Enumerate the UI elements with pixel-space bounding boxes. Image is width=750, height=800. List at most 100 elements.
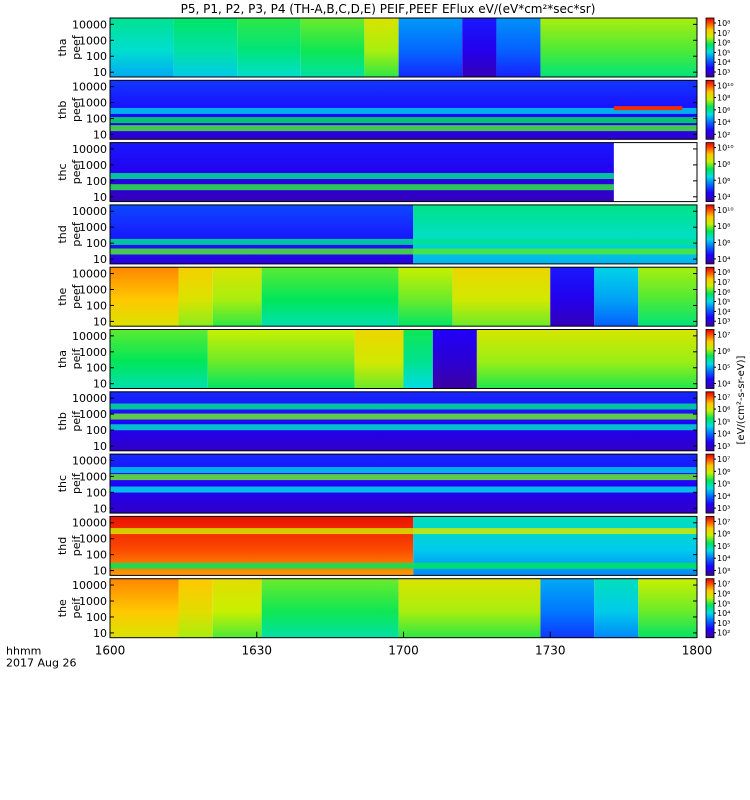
colorbar <box>705 453 715 514</box>
colorbar-tick-label: 10² <box>717 130 730 139</box>
x-tick-label: 1600 <box>95 644 126 658</box>
spectrogram-segment <box>462 18 497 77</box>
colorbar-tick-label: 10⁶ <box>717 405 730 414</box>
energy-band <box>110 486 697 493</box>
panel-frame <box>109 515 698 576</box>
colorbar-tick-label: 10⁶ <box>717 239 730 248</box>
panel-frame <box>109 266 698 327</box>
colorbar-tick-label: 10⁵ <box>717 48 730 57</box>
colorbar-tick-label: 10⁴ <box>717 430 730 439</box>
colorbar-tick-label: 10⁴ <box>717 193 730 202</box>
spectrogram-segment <box>207 329 355 389</box>
panel-product-label: peif <box>70 410 83 432</box>
energy-band <box>110 125 697 132</box>
energy-band <box>110 184 614 191</box>
spectrogram-segment <box>178 578 213 638</box>
spectrogram-segment <box>638 578 697 638</box>
y-tick-label: 100 <box>86 549 107 562</box>
spectrogram-segment <box>110 391 697 451</box>
spectrogram-segment <box>212 578 262 638</box>
y-tick-label: 10 <box>93 440 107 453</box>
colorbar-tick-label: 10¹⁰ <box>717 144 734 153</box>
panel-frame <box>109 204 698 265</box>
panel-product-label: peef <box>70 159 83 185</box>
colorbar-tick-label: 10⁸ <box>717 160 730 169</box>
panel-probe-label: thc <box>56 475 69 492</box>
colorbar <box>705 142 715 203</box>
y-tick-label: 1000 <box>79 283 107 296</box>
y-tick-label: 100 <box>86 237 107 250</box>
y-tick-label: 10 <box>93 502 107 515</box>
spectrogram-segment <box>261 267 399 327</box>
panel-frame <box>109 391 698 452</box>
colorbar-tick-label: 10⁷ <box>717 331 730 340</box>
colorbar-tick-label: 10³ <box>717 68 730 77</box>
panel-probe-label: thb <box>56 101 69 119</box>
colorbar-tick-label: 10⁶ <box>717 176 730 185</box>
energy-band <box>110 413 697 420</box>
y-tick-label: 1000 <box>79 221 107 234</box>
spectrogram-segment <box>110 267 179 327</box>
y-tick-label: 10 <box>93 315 107 328</box>
colorbar <box>705 79 715 140</box>
colorbar-tick-label: 10¹⁰ <box>717 206 734 215</box>
y-tick-label: 100 <box>86 50 107 63</box>
colorbar <box>705 391 715 452</box>
colorbar-tick-label: 10⁸ <box>717 222 730 231</box>
colorbar-tick-label: 10⁷ <box>717 517 730 526</box>
spectrogram-segment <box>212 267 262 327</box>
y-tick-label: 100 <box>86 611 107 624</box>
x-tick-label: 1700 <box>388 644 419 658</box>
colorbar-tick-label: 10⁵ <box>717 417 730 426</box>
panel-probe-label: thd <box>56 537 69 555</box>
colorbar-tick-label: 10⁸ <box>717 268 730 277</box>
panel-probe-label: the <box>56 287 69 305</box>
y-tick-label: 10000 <box>72 205 107 218</box>
panel-frame <box>109 17 698 78</box>
y-tick-label: 1000 <box>79 159 107 172</box>
colorbar <box>705 204 715 265</box>
spectrogram-segment <box>413 204 697 264</box>
y-tick-label: 10000 <box>72 392 107 405</box>
y-tick-label: 1000 <box>79 34 107 47</box>
colorbar <box>705 578 715 639</box>
y-tick-label: 10 <box>93 565 107 578</box>
spectrogram-segment <box>540 578 595 638</box>
spectrogram-segment <box>398 267 453 327</box>
colorbar-tick-label: 10⁵ <box>717 363 730 372</box>
y-tick-label: 10000 <box>72 81 107 94</box>
panel-probe-label: thd <box>56 225 69 243</box>
energy-band <box>110 238 697 245</box>
colorbar-tick-label: 10³ <box>717 566 730 575</box>
panel-product-label: peef <box>70 34 83 60</box>
spectrogram-segment <box>432 329 477 389</box>
colorbar-tick-label: 10⁷ <box>717 278 730 287</box>
spectrogram-segment <box>237 18 301 77</box>
colorbar <box>705 266 715 327</box>
energy-band <box>110 474 697 481</box>
y-tick-label: 10 <box>93 253 107 266</box>
colorbar-tick-label: 10³ <box>717 442 730 451</box>
spectrogram-segment <box>110 204 414 264</box>
spectrogram-segment <box>540 18 697 77</box>
x-axis-label: hhmm <box>6 645 41 658</box>
panel-probe-label: the <box>56 599 69 617</box>
spectrogram-segment <box>496 18 541 77</box>
colorbar-tick-label: 10⁷ <box>717 29 730 38</box>
colorbar-tick-label: 10⁴ <box>717 492 730 501</box>
panel-probe-label: tha <box>56 350 69 368</box>
colorbar-tick-label: 10⁴ <box>717 380 730 389</box>
x-axis-date: 2017 Aug 26 <box>6 657 76 670</box>
colorbar-tick-label: 10⁶ <box>717 106 730 115</box>
spectrogram-segment <box>178 267 213 327</box>
colorbar-tick-label: 10⁶ <box>717 288 730 297</box>
spectrogram-segment <box>300 18 365 77</box>
y-tick-label: 10 <box>93 627 107 640</box>
